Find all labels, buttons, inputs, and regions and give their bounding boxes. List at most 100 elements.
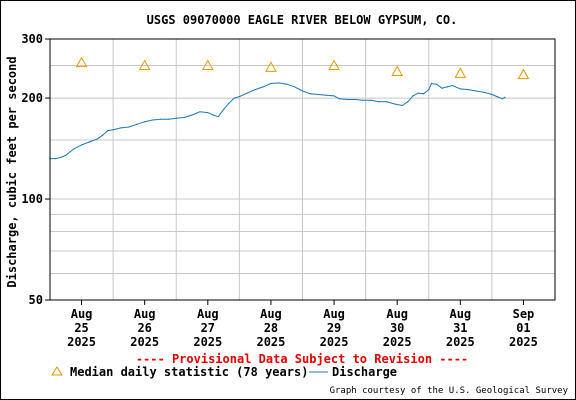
discharge-point (317, 93, 319, 96)
discharge-point (151, 119, 154, 121)
discharge-point (238, 96, 240, 98)
y-ticks: 50 100 200 300 (21, 32, 50, 307)
x-tick-label: Aug (323, 307, 345, 321)
discharge-point (496, 96, 498, 98)
discharge-point (120, 127, 122, 129)
x-tick-label: Aug (71, 307, 93, 321)
discharge-point (175, 117, 177, 119)
y-tick-label: 100 (21, 192, 43, 206)
discharge-point (199, 111, 201, 113)
discharge-point (294, 86, 296, 88)
discharge-point (491, 93, 493, 96)
discharge-point (278, 82, 280, 84)
discharge-point (217, 116, 219, 118)
credit-text: Graph courtesy of the U.S. Geological Su… (330, 386, 569, 396)
y-tick-label: 300 (21, 32, 43, 46)
discharge-point (65, 154, 67, 156)
discharge-point (167, 118, 169, 120)
discharge-point (501, 98, 503, 100)
discharge-point (54, 157, 56, 160)
discharge-point (451, 84, 454, 87)
discharge-point (59, 156, 62, 159)
discharge-point (446, 86, 448, 88)
x-tick-label: 2025 (256, 335, 285, 349)
discharge-point (354, 98, 356, 101)
discharge-point (346, 98, 348, 101)
discharge-point (430, 82, 432, 85)
discharge-point (233, 97, 235, 99)
discharge-point (401, 104, 404, 107)
series-layer (49, 56, 530, 160)
discharge-point (191, 114, 193, 116)
discharge-point (254, 88, 256, 91)
median-marker (517, 68, 530, 80)
discharge-point (286, 83, 288, 85)
x-tick-label: 28 (264, 321, 278, 335)
discharge-point (88, 141, 91, 143)
chart-title: USGS 09070000 EAGLE RIVER BELOW GYPSUM, … (147, 13, 458, 27)
x-tick-label: 2025 (130, 335, 159, 349)
discharge-point (378, 101, 380, 103)
x-tick-label: 2025 (446, 335, 475, 349)
discharge-point (159, 118, 162, 120)
discharge-point (144, 121, 146, 123)
x-ticks: Aug252025Aug262025Aug272025Aug282025Aug2… (67, 300, 538, 349)
legend-median-label: Median daily statistic (78 years) (70, 365, 308, 379)
discharge-point (309, 93, 311, 95)
median-marker (201, 59, 214, 71)
discharge-point (73, 148, 75, 150)
x-tick-label: 31 (453, 321, 467, 335)
x-tick-label: 2025 (383, 335, 412, 349)
discharge-point (107, 129, 109, 132)
y-tick-label: 200 (21, 91, 43, 105)
legend-discharge-label: Discharge (332, 365, 397, 379)
x-tick-label: Aug (197, 307, 219, 321)
provisional-note: ---- Provisional Data Subject to Revisio… (136, 352, 468, 366)
discharge-point (228, 102, 230, 104)
median-marker (138, 59, 151, 71)
x-tick-label: 25 (74, 321, 88, 335)
x-tick-label: 27 (201, 321, 215, 335)
x-tick-label: 26 (137, 321, 151, 335)
x-tick-label: Aug (449, 307, 471, 321)
discharge-point (96, 138, 98, 140)
x-tick-label: Sep (513, 307, 535, 321)
discharge-point (136, 123, 138, 125)
legend-median-marker (51, 366, 63, 376)
plot-area (49, 38, 556, 301)
discharge-point (207, 112, 209, 114)
discharge-point (393, 103, 396, 105)
discharge-point (102, 134, 104, 136)
discharge-point (428, 88, 430, 91)
discharge-point (417, 92, 419, 94)
discharge-point (246, 92, 248, 94)
x-tick-label: 2025 (193, 335, 222, 349)
median-marker (328, 59, 340, 71)
discharge-point (362, 99, 364, 101)
discharge-point (333, 95, 335, 97)
median-marker (265, 61, 277, 72)
discharge-point (262, 86, 264, 88)
discharge-point (212, 114, 214, 116)
discharge-point (467, 88, 469, 91)
discharge-point (301, 90, 304, 92)
discharge-point (483, 91, 485, 93)
x-tick-label: 2025 (320, 335, 349, 349)
y-tick-label: 50 (29, 293, 43, 307)
x-tick-label: Aug (134, 307, 156, 321)
median-marker (391, 65, 404, 77)
grid (50, 38, 555, 301)
x-tick-label: 2025 (509, 335, 538, 349)
discharge-line (50, 82, 506, 160)
y-axis-label: Discharge, cubic feet per second (5, 56, 19, 287)
discharge-point (441, 87, 443, 89)
discharge-point (338, 98, 340, 100)
discharge-point (80, 144, 83, 146)
discharge-point (407, 101, 409, 103)
discharge-point (128, 126, 130, 128)
discharge-point (270, 82, 272, 85)
x-tick-label: 30 (390, 321, 404, 335)
discharge-point (222, 108, 225, 111)
discharge-point (504, 96, 506, 98)
